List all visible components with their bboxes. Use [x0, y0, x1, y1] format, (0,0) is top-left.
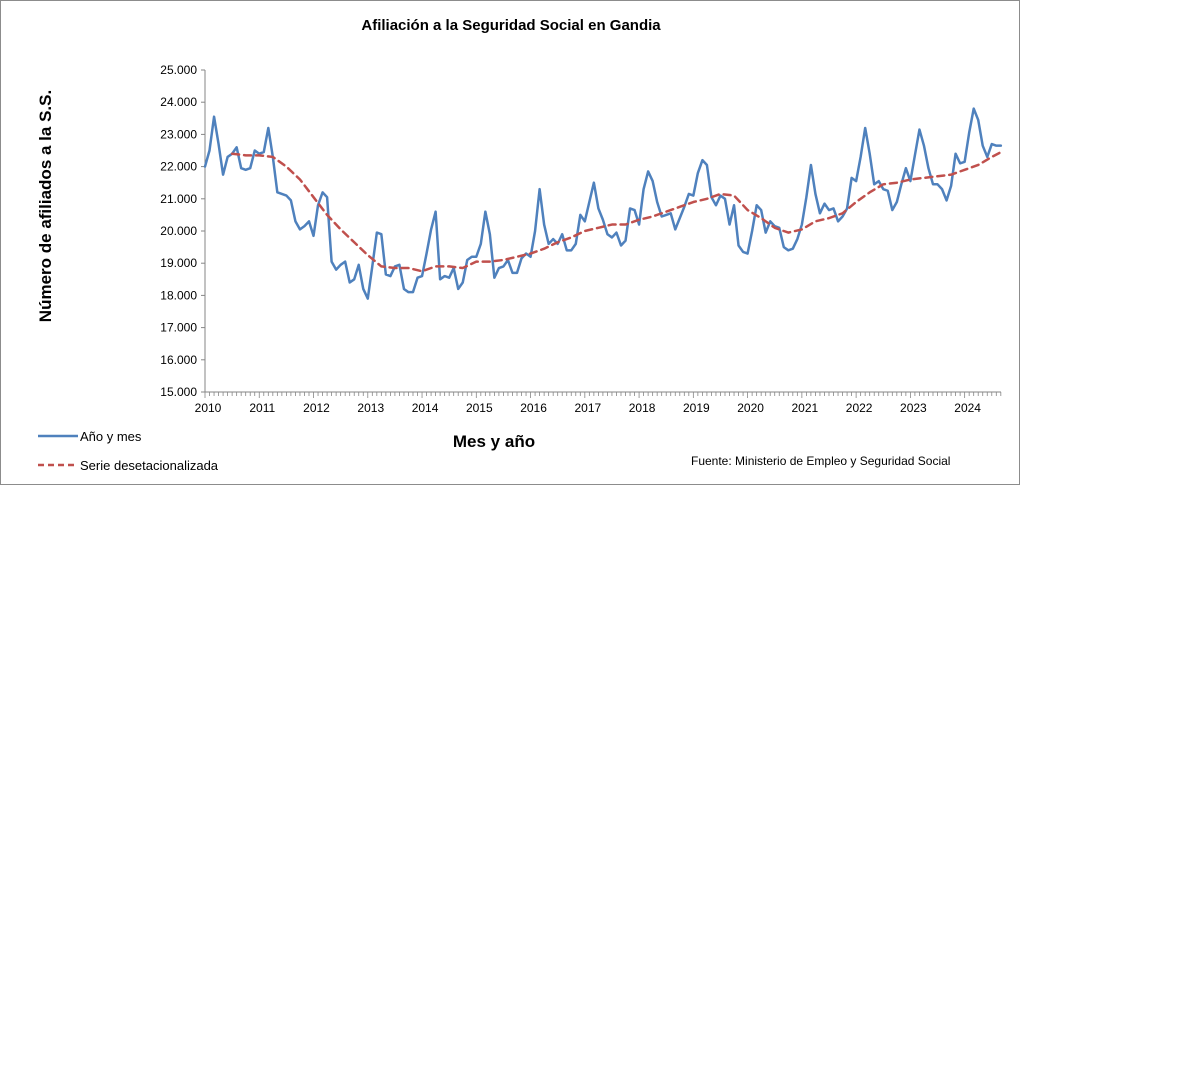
x-tick-label: 2014	[412, 401, 439, 415]
x-tick-label: 2022	[846, 401, 873, 415]
x-tick-label: 2016	[520, 401, 547, 415]
source-note: Fuente: Ministerio de Empleo y Seguridad…	[691, 454, 950, 468]
y-tick-label: 21.000	[160, 192, 197, 206]
chart-canvas: Afiliación a la Seguridad Social en Gand…	[36, 17, 1003, 473]
y-tick-label: 17.000	[160, 321, 197, 335]
x-tick-label: 2011	[249, 401, 275, 415]
x-tick-label: 2020	[737, 401, 764, 415]
y-tick-label: 19.000	[160, 256, 197, 270]
y-tick-label: 25.000	[160, 63, 197, 77]
x-tick-label: 2015	[466, 401, 493, 415]
x-tick-label: 2013	[357, 401, 384, 415]
series-layer	[203, 107, 1003, 300]
x-tick-label: 2023	[900, 401, 927, 415]
series-line-ano-y-mes	[203, 107, 1003, 300]
y-tick-label: 18.000	[160, 288, 197, 302]
y-tick-label: 16.000	[160, 353, 197, 367]
x-tick-label: 2012	[303, 401, 330, 415]
x-tick-label: 2021	[792, 401, 819, 415]
y-axis-label: Número de afiliados a la S.S.	[36, 90, 55, 322]
x-tick-label: 2019	[683, 401, 710, 415]
x-axis-ticks: 2010 2011 2012 2013 2014 2015 2016 2017 2018 2019…	[195, 392, 1002, 415]
y-tick-label: 20.000	[160, 224, 197, 238]
y-tick-label: 22.000	[160, 160, 197, 174]
legend-label-serie-desetacionalizada: Serie desetacionalizada	[80, 458, 219, 473]
chart-title: Afiliación a la Seguridad Social en Gand…	[361, 17, 661, 34]
y-tick-label: 24.000	[160, 95, 197, 109]
y-axis-ticks: 15.000 16.000 17.000 18.000 19.000 20.000 21.0…	[160, 63, 205, 399]
legend: Año y mes Serie desetacionalizada	[38, 429, 219, 473]
x-tick-label: 2010	[195, 401, 222, 415]
x-tick-label: 2024	[954, 401, 981, 415]
chart-frame: Afiliación a la Seguridad Social en Gand…	[0, 0, 1020, 485]
y-tick-label: 15.000	[160, 385, 197, 399]
axes	[204, 70, 1001, 393]
x-tick-label: 2017	[574, 401, 601, 415]
x-tick-label: 2018	[629, 401, 656, 415]
y-tick-label: 23.000	[160, 127, 197, 141]
x-axis-label: Mes y año	[453, 432, 535, 451]
legend-label-ano-y-mes: Año y mes	[80, 429, 142, 444]
series-line-serie-desetacionalizada	[230, 150, 1003, 273]
